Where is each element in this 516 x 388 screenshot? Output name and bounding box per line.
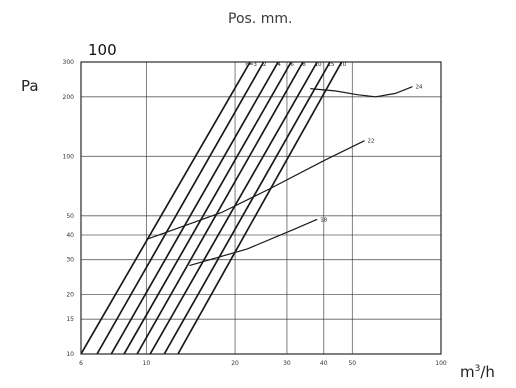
x-tick-label: 6 bbox=[79, 360, 83, 367]
curve-label: 24 bbox=[415, 85, 422, 91]
series-line bbox=[123, 62, 292, 354]
series-label: 10 bbox=[315, 62, 322, 68]
y-axis-unit: Pa bbox=[21, 77, 39, 95]
y-tick-label: 20 bbox=[66, 291, 74, 298]
x-unit-tail: /h bbox=[480, 363, 495, 381]
curve-line bbox=[310, 86, 413, 98]
series-label: 8 bbox=[302, 62, 306, 68]
y-tick-label: 50 bbox=[66, 213, 74, 220]
series-label: 6 bbox=[290, 62, 294, 68]
y-tick-label: 200 bbox=[63, 94, 75, 101]
x-axis-unit: m3/h bbox=[460, 363, 495, 381]
x-tick-label: 40 bbox=[320, 360, 328, 367]
x-tick-label: 50 bbox=[348, 360, 356, 367]
x-tick-label: 30 bbox=[283, 360, 291, 367]
y-tick-label: 30 bbox=[66, 257, 74, 264]
y-tick-label: 40 bbox=[66, 232, 74, 239]
series-line bbox=[96, 62, 265, 354]
series-label: 4 bbox=[277, 62, 281, 68]
curve-label: 22 bbox=[368, 139, 375, 145]
series-label: 2 bbox=[263, 62, 267, 68]
series-line bbox=[136, 62, 304, 354]
curve-label: 18 bbox=[320, 217, 327, 223]
x-tick-label: 10 bbox=[143, 360, 151, 367]
y-tick-label: 100 bbox=[63, 153, 75, 160]
plot-frame bbox=[80, 61, 442, 355]
series-line bbox=[163, 62, 331, 354]
x-tick-label: 20 bbox=[231, 360, 239, 367]
x-unit-exponent: 3 bbox=[474, 364, 481, 374]
corner-value: 100 bbox=[88, 41, 117, 59]
y-tick-label: 300 bbox=[63, 59, 75, 66]
series-line bbox=[177, 62, 343, 354]
series-label: 15 bbox=[327, 62, 334, 68]
series-label: 20 bbox=[339, 62, 346, 68]
series-line bbox=[149, 62, 318, 354]
y-tick-label: 15 bbox=[66, 316, 74, 323]
chart-title: Pos. mm. bbox=[228, 11, 293, 27]
curve-line bbox=[189, 218, 318, 267]
series-label: n=3 bbox=[245, 62, 257, 68]
series-line bbox=[81, 62, 251, 354]
series-line bbox=[110, 62, 279, 354]
curve-line bbox=[146, 140, 365, 240]
x-tick-label: 100 bbox=[435, 360, 447, 367]
x-unit-base: m bbox=[460, 363, 475, 381]
y-tick-label: 10 bbox=[66, 351, 74, 358]
